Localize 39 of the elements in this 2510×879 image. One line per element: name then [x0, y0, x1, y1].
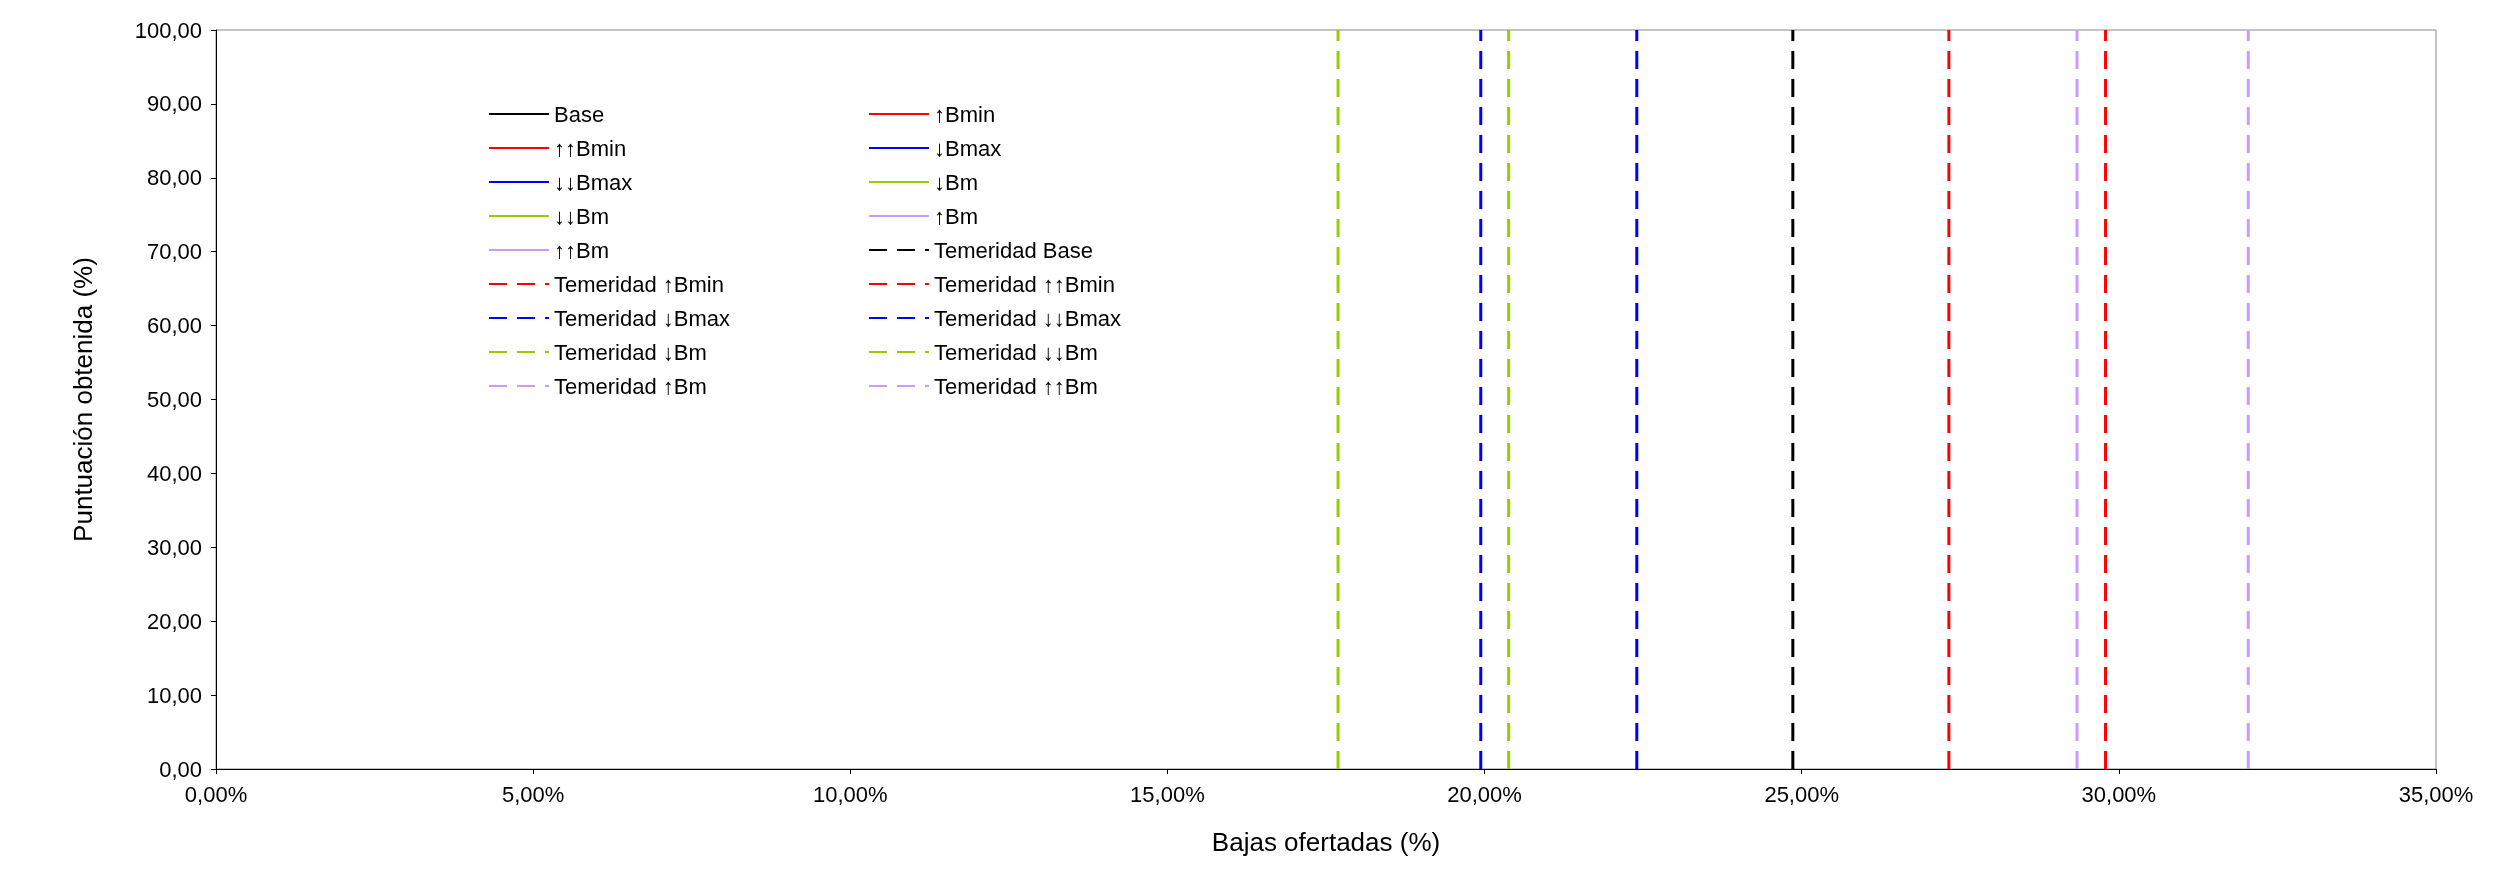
- y-tick-label: 70,00: [146, 239, 202, 265]
- legend-label: ↑Bm: [934, 203, 978, 229]
- legend-label: ↓Bm: [934, 169, 978, 195]
- legend-label: Temeridad ↑Bm: [554, 373, 707, 399]
- x-axis-title: Bajas ofertadas (%): [1211, 827, 1441, 857]
- x-tick-label: 10,00%: [812, 781, 888, 807]
- x-tick-label: 0,00%: [184, 781, 248, 807]
- y-tick-label: 20,00: [146, 608, 202, 634]
- y-tick-label: 0,00: [159, 756, 202, 782]
- y-tick-label: 100,00: [134, 17, 202, 43]
- legend-label: Temeridad Base: [934, 237, 1093, 263]
- y-tick-label: 50,00: [146, 387, 202, 412]
- legend-label: Temeridad ↓↓Bmax: [934, 305, 1122, 331]
- legend-label: Temeridad ↑Bmin: [554, 271, 724, 297]
- legend-label: ↑↑Bm: [554, 237, 609, 263]
- legend-label: Temeridad ↑↑Bmin: [934, 271, 1115, 297]
- y-tick-label: 90,00: [146, 91, 202, 117]
- y-tick-label: 80,00: [146, 165, 202, 191]
- x-tick-label: 15,00%: [1130, 781, 1205, 807]
- x-tick-label: 25,00%: [1764, 781, 1840, 807]
- legend-label: Temeridad ↑↑Bm: [934, 373, 1098, 399]
- y-tick-label: 60,00: [146, 313, 202, 339]
- x-tick-label: 30,00%: [2081, 781, 2157, 807]
- legend-label: ↑Bmin: [934, 101, 996, 127]
- legend-label: ↓Bmax: [934, 135, 1002, 161]
- x-tick-label: 35,00%: [2398, 781, 2474, 807]
- y-axis-title: Puntuación obtenida (%): [68, 257, 98, 542]
- x-tick-label: 20,00%: [1447, 781, 1522, 807]
- x-tick-label: 5,00%: [501, 781, 565, 807]
- legend-label: Temeridad ↓Bmax: [554, 305, 731, 331]
- legend-label: Temeridad ↓↓Bm: [934, 339, 1098, 365]
- legend-label: ↓↓Bm: [554, 203, 609, 229]
- y-tick-label: 10,00: [146, 682, 202, 708]
- y-tick-label: 30,00: [146, 534, 202, 560]
- legend-label: Base: [554, 101, 605, 127]
- legend-label: ↓↓Bmax: [554, 169, 633, 195]
- legend-label: Temeridad ↓Bm: [554, 339, 707, 365]
- y-tick-label: 40,00: [146, 460, 202, 486]
- legend-label: ↑↑Bmin: [554, 135, 627, 161]
